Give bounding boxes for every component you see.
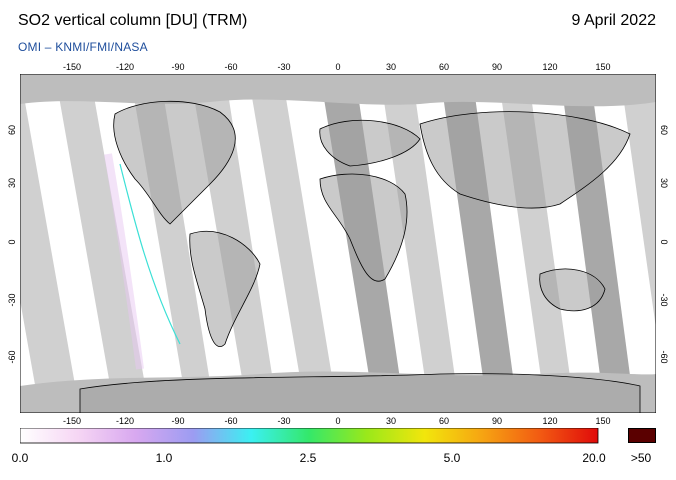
lon-tick-top: 0 bbox=[335, 62, 341, 72]
colorbar-label: 0.0 bbox=[11, 451, 29, 465]
lon-tick-bottom: 90 bbox=[491, 416, 502, 426]
lat-tick-left: -60 bbox=[7, 350, 17, 364]
colorbar-overflow-swatch bbox=[628, 428, 656, 443]
lon-tick-top: -30 bbox=[277, 62, 291, 72]
lon-tick-top: 150 bbox=[595, 62, 611, 72]
map-date: 9 April 2022 bbox=[571, 12, 656, 29]
lat-tick-left: 30 bbox=[7, 178, 17, 189]
lon-tick-bottom: 150 bbox=[595, 416, 611, 426]
lon-tick-top: -120 bbox=[115, 62, 134, 72]
lat-tick-left: 60 bbox=[7, 125, 17, 136]
colorbar-label: 2.5 bbox=[299, 451, 317, 465]
colorbar-label: >50 bbox=[630, 451, 652, 465]
lat-tick-left: -30 bbox=[7, 293, 17, 307]
coastlines bbox=[79, 100, 641, 413]
swath-band bbox=[248, 74, 338, 413]
africa bbox=[319, 173, 408, 282]
lon-tick-bottom: -90 bbox=[171, 416, 185, 426]
lon-tick-top: 120 bbox=[542, 62, 558, 72]
lon-tick-top: 90 bbox=[491, 62, 502, 72]
lon-tick-bottom: -150 bbox=[62, 416, 81, 426]
swath-band bbox=[55, 74, 150, 413]
swath-band bbox=[20, 74, 80, 413]
colorbar-gradient bbox=[20, 428, 599, 444]
lon-tick-bottom: 60 bbox=[438, 416, 449, 426]
lat-tick-right: 0 bbox=[659, 239, 669, 245]
colorbar-label: 20.0 bbox=[582, 451, 606, 465]
europe bbox=[319, 119, 421, 167]
lon-tick-top: 30 bbox=[385, 62, 396, 72]
lon-tick-bottom: 30 bbox=[385, 416, 396, 426]
lat-tick-right: 30 bbox=[659, 177, 669, 188]
lon-tick-bottom: -30 bbox=[277, 416, 291, 426]
so2-trace-plume bbox=[104, 153, 144, 370]
asia bbox=[419, 111, 631, 209]
north-america bbox=[113, 100, 236, 225]
lat-tick-left: 0 bbox=[7, 239, 17, 245]
map-title: SO2 vertical column [DU] (TRM) bbox=[18, 12, 248, 29]
lon-tick-top: -90 bbox=[171, 62, 185, 72]
australia bbox=[539, 268, 606, 312]
swath-band bbox=[380, 74, 460, 413]
lat-tick-right: -60 bbox=[659, 350, 669, 364]
so2-trace-line bbox=[119, 163, 181, 345]
lon-tick-bottom: 0 bbox=[335, 416, 341, 426]
lon-tick-bottom: -120 bbox=[115, 416, 134, 426]
lat-tick-right: 60 bbox=[659, 124, 669, 135]
south-america bbox=[189, 230, 261, 347]
lon-tick-top: -60 bbox=[224, 62, 238, 72]
lon-tick-top: 60 bbox=[438, 62, 449, 72]
arctic-region bbox=[20, 74, 656, 107]
lat-tick-right: -30 bbox=[659, 293, 669, 307]
colorbar-label: 5.0 bbox=[443, 451, 461, 465]
lon-tick-bottom: 120 bbox=[542, 416, 558, 426]
antarctica bbox=[79, 373, 641, 413]
data-credit: OMI – KNMI/FMI/NASA bbox=[18, 40, 148, 54]
so2-map bbox=[20, 74, 656, 413]
lon-tick-bottom: -60 bbox=[224, 416, 238, 426]
lon-tick-top: -150 bbox=[62, 62, 81, 72]
colorbar bbox=[20, 428, 599, 444]
colorbar-label: 1.0 bbox=[155, 451, 173, 465]
